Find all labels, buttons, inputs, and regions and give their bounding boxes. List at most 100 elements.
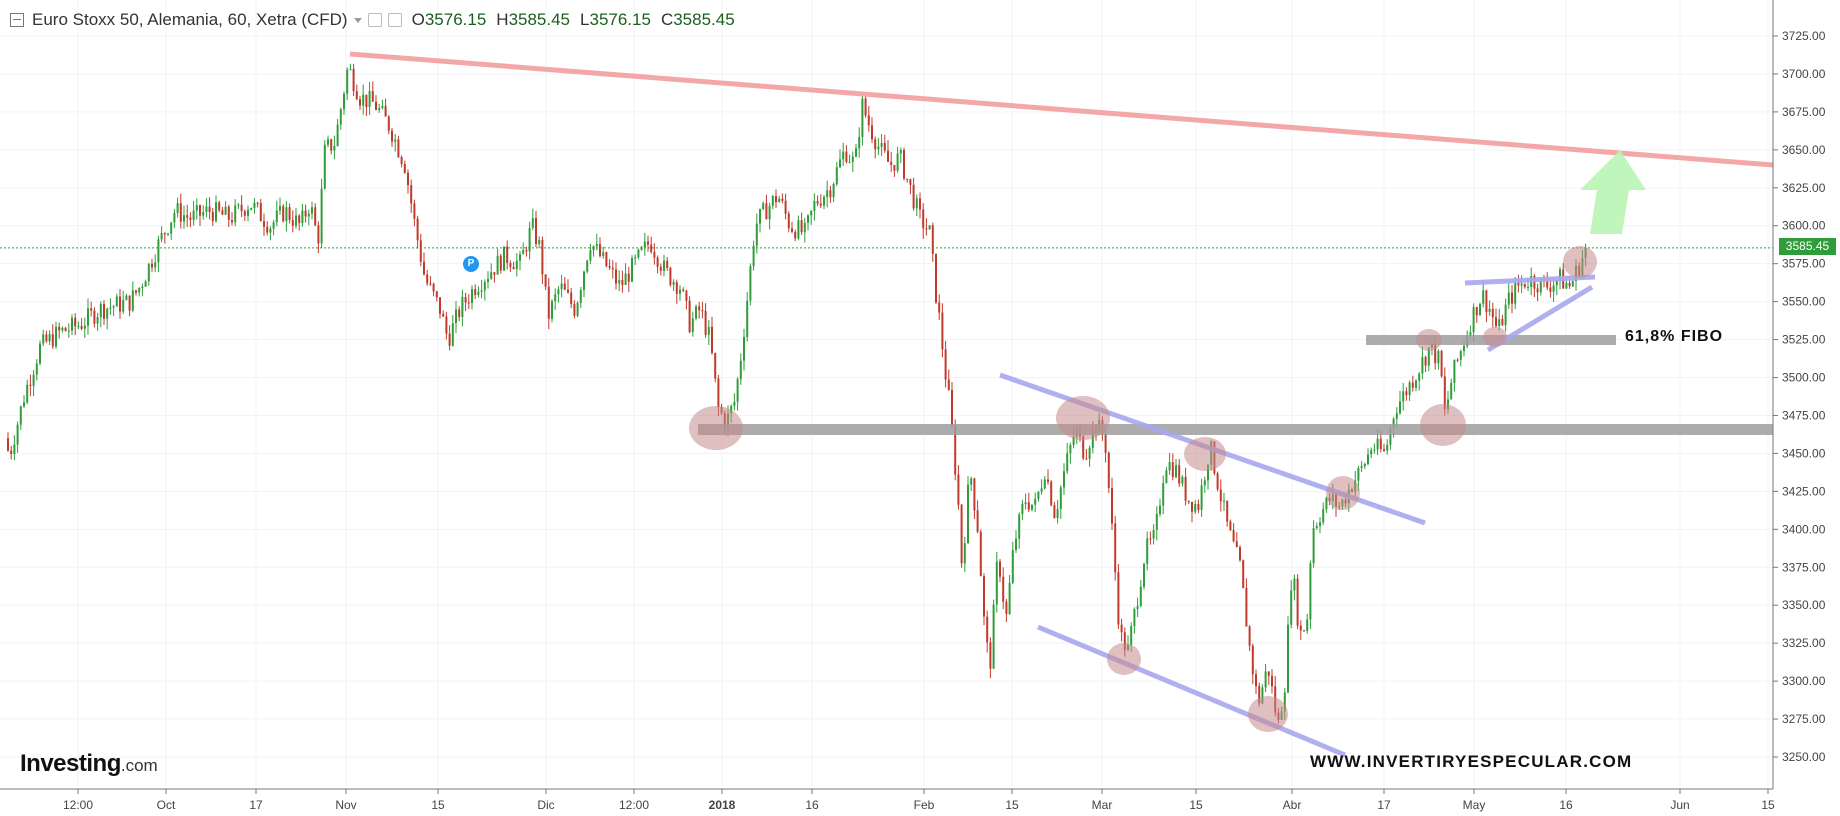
- candle-body: [912, 184, 915, 209]
- candle-body: [883, 143, 886, 151]
- candle-body: [1386, 444, 1389, 451]
- candle-body: [522, 250, 525, 255]
- candle-body: [231, 220, 233, 223]
- candle-body: [1453, 359, 1456, 383]
- candle-body: [675, 282, 678, 294]
- x-tick-label: Feb: [914, 798, 935, 812]
- candle-body: [832, 184, 835, 198]
- candle-body: [1315, 526, 1318, 529]
- candle-body: [1482, 290, 1485, 304]
- candle-body: [1219, 489, 1222, 502]
- open-label: O: [411, 10, 425, 29]
- candle-body: [1159, 505, 1161, 515]
- y-tick-label: 3375.00: [1782, 560, 1826, 574]
- candle-body: [1373, 449, 1376, 451]
- candle-body: [554, 294, 557, 302]
- y-axis[interactable]: 3725.00 3700.00 3675.00 3650.00 3625.00 3600.…: [1773, 29, 1826, 764]
- candle-body: [410, 185, 413, 204]
- candle-body: [1232, 530, 1235, 542]
- candle-body: [855, 148, 857, 157]
- candle-body: [906, 178, 909, 180]
- x-axis[interactable]: 12:00 Oct 17 Nov 15 Dic 12:00 2018 16 Feb 15 Mar 15 A…: [63, 789, 1775, 812]
- candle-body: [1031, 504, 1033, 510]
- candle-body: [480, 290, 483, 292]
- candle-body: [1370, 450, 1373, 455]
- candle-body: [570, 292, 573, 305]
- high-value: 3585.45: [508, 10, 571, 29]
- candle-body: [1552, 285, 1555, 292]
- candle-body: [1261, 687, 1264, 704]
- y-tick-label: 3500.00: [1782, 371, 1826, 385]
- plot-area[interactable]: [0, 0, 1773, 789]
- symbol-title[interactable]: Euro Stoxx 50, Alemania, 60, Xetra (CFD): [32, 10, 348, 29]
- candle-body: [13, 444, 16, 455]
- settings-icon[interactable]: [387, 13, 402, 27]
- candle-body: [848, 161, 851, 163]
- candle-body: [1085, 458, 1088, 460]
- chevron-down-icon[interactable]: [353, 17, 362, 23]
- candle-body: [739, 360, 742, 380]
- watermark: WWW.INVERTIRYESPECULAR.COM: [1310, 752, 1633, 771]
- candle-body: [1143, 563, 1145, 587]
- candle-body: [1047, 479, 1049, 482]
- candle-body: [419, 240, 422, 262]
- candle-body: [240, 204, 243, 212]
- candle-body: [451, 323, 454, 346]
- candle-body: [301, 210, 304, 224]
- candle-body: [634, 257, 637, 259]
- candle-body: [1021, 504, 1024, 515]
- candle-body: [336, 124, 339, 146]
- candle-body: [867, 115, 870, 126]
- candle-body: [467, 302, 470, 304]
- close-value: 3585.45: [673, 10, 735, 29]
- candle-body: [647, 241, 649, 245]
- collapse-icon[interactable]: [10, 13, 24, 27]
- candle-body: [416, 218, 419, 241]
- candle-body: [733, 401, 736, 406]
- candle-body: [1325, 497, 1328, 510]
- candle-body: [563, 283, 566, 290]
- candle-body: [202, 211, 205, 216]
- visibility-icon[interactable]: [367, 13, 382, 27]
- candle-body: [986, 616, 989, 643]
- candle-body: [413, 203, 416, 219]
- candle-body: [1415, 380, 1417, 388]
- candle-body: [403, 163, 406, 173]
- candle-body: [1469, 332, 1472, 336]
- candle-body: [394, 139, 397, 142]
- candle-body: [819, 203, 822, 206]
- candle-body: [935, 253, 937, 303]
- candle-body: [909, 179, 912, 185]
- candle-body: [291, 219, 294, 226]
- candle-body: [755, 223, 758, 246]
- candle-body: [157, 239, 160, 263]
- candle-body: [1287, 624, 1289, 693]
- candle-body: [279, 206, 281, 211]
- candle-body: [218, 202, 221, 211]
- highlight-circle: [1056, 396, 1110, 440]
- candle-body: [371, 91, 374, 102]
- candle-body: [711, 326, 713, 353]
- candle-body: [1008, 582, 1011, 614]
- candle-body: [538, 239, 541, 245]
- candle-body: [67, 330, 70, 332]
- x-tick-label: 16: [1559, 798, 1573, 812]
- highlight-circle: [1184, 437, 1226, 471]
- candle-body: [1264, 671, 1267, 688]
- candle-body: [851, 156, 854, 162]
- candle-body: [122, 299, 125, 312]
- target-arrow: [1580, 150, 1646, 234]
- candle-body: [1088, 447, 1091, 459]
- candle-body: [381, 105, 384, 108]
- candle-body: [995, 561, 998, 605]
- drawing-overlays: [0, 51, 1774, 758]
- candle-body: [1427, 347, 1430, 366]
- event-badge[interactable]: P: [463, 256, 479, 272]
- candle-body: [189, 217, 192, 220]
- candle-body: [583, 271, 585, 290]
- candle-body: [211, 211, 214, 222]
- candle-body: [989, 642, 992, 669]
- candle-body: [1175, 465, 1177, 478]
- candle-body: [589, 250, 592, 261]
